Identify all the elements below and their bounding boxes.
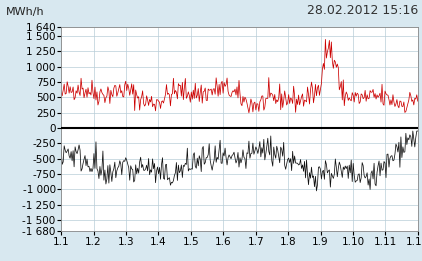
Text: MWh/h: MWh/h [6,7,45,17]
Text: 28.02.2012 15:16: 28.02.2012 15:16 [306,4,418,17]
